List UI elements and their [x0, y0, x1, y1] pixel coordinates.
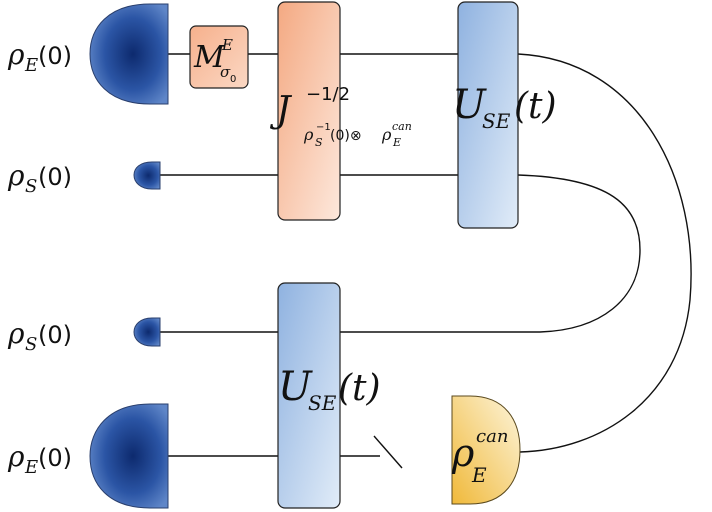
unitary-box-top — [457, 1, 519, 229]
prep-rho-E-bottom — [89, 403, 169, 509]
twirl-sub-S: S — [315, 136, 323, 149]
twirl-sub-sup: −1 — [316, 122, 331, 133]
twirl-box — [277, 1, 341, 221]
twirl-sub-rho2: ρ — [381, 125, 392, 144]
unitary-arg: (t) — [514, 86, 557, 127]
unitary-symbol: U — [452, 82, 487, 128]
canonical-sup: can — [476, 426, 508, 447]
twirl-symbol: J — [269, 90, 293, 131]
label-rho-E-bottom: ρ E (0) — [7, 440, 72, 478]
measure-sup: E — [221, 36, 233, 54]
label-rho-S-top: ρ S (0) — [7, 159, 72, 197]
label-arg: (0) — [38, 163, 72, 191]
canonical-label: ρ E can — [451, 426, 508, 487]
measurement-label: M E σ 0 — [193, 36, 236, 85]
twirl-sup: −1/2 — [306, 84, 350, 105]
measurement-box — [189, 25, 249, 89]
twirl-sub-arg: (0)⊗ — [330, 128, 362, 144]
unitary-box-bottom — [277, 282, 341, 509]
label-symbol: ρ — [7, 317, 25, 350]
canonical-sub: E — [471, 463, 487, 487]
twirl-sub-rho: ρ — [303, 125, 314, 144]
label-rho-S-bottom: ρ S (0) — [7, 317, 72, 355]
unitary-arg: (t) — [338, 368, 381, 409]
label-sub: S — [25, 176, 37, 197]
label-arg: (0) — [38, 42, 72, 70]
label-symbol: ρ — [7, 38, 25, 71]
label-sub: S — [25, 334, 37, 355]
label-sub: E — [24, 457, 38, 478]
label-rho-E-top: ρ E (0) — [7, 38, 72, 76]
unitary-symbol: U — [278, 364, 313, 410]
label-sub: E — [24, 55, 38, 76]
label-symbol: ρ — [7, 159, 25, 192]
wire-env-loop — [517, 53, 692, 453]
unitary-sub: SE — [308, 391, 337, 415]
prep-rho-E-top — [89, 3, 169, 105]
unitary-bottom-label: U SE (t) — [278, 364, 381, 415]
wire-system-loop — [340, 174, 641, 333]
rho-canonical-shape — [451, 395, 521, 505]
prep-rho-S-bottom — [133, 317, 161, 347]
unitary-sub: SE — [482, 109, 511, 133]
unitary-top-label: U SE (t) — [452, 82, 557, 133]
twirl-sub-E: E — [392, 136, 401, 149]
label-arg: (0) — [38, 444, 72, 472]
measure-sub: σ — [220, 63, 231, 81]
label-symbol: ρ — [7, 440, 25, 473]
prep-rho-S-top — [133, 161, 161, 190]
trace-slash — [373, 435, 403, 469]
label-arg: (0) — [38, 321, 72, 349]
twirl-sub-can: can — [392, 120, 412, 133]
measure-symbol: M — [193, 40, 226, 75]
canonical-symbol: ρ — [451, 431, 475, 475]
measure-subsub: 0 — [230, 74, 236, 85]
